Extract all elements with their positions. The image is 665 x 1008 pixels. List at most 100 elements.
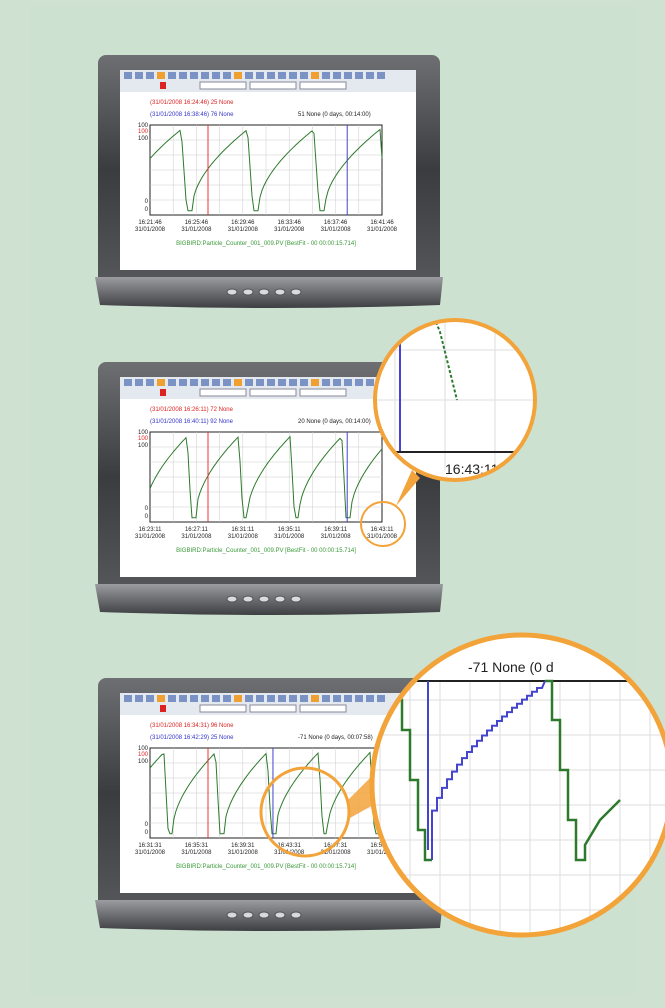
y-label: 100 [138, 746, 149, 752]
toolbar-icon [179, 695, 187, 702]
delta-readout: 20 None (0 days, 00:14:00) [298, 419, 371, 425]
monitor-button [226, 288, 238, 296]
y-label: 100 [138, 430, 149, 436]
toolbar-icon [146, 72, 154, 79]
toolbar-icon [168, 72, 176, 79]
toolbar-icon [377, 695, 385, 702]
toolbar-icon [234, 695, 242, 702]
toolbar-icon [322, 379, 330, 386]
x-label-time: 16:43:11 [371, 527, 395, 533]
x-label-date: 31/01/2008 [181, 534, 212, 540]
toolbar-icon [157, 72, 165, 79]
y-label: 0 [145, 830, 149, 836]
toolbar-icon [344, 72, 352, 79]
toolbar-icon [289, 72, 297, 79]
date-field [199, 81, 247, 90]
date-field [199, 704, 247, 713]
toolbar-icon [245, 72, 253, 79]
toolbar-icon [366, 379, 374, 386]
toolbar-icon [267, 379, 275, 386]
x-label-time: 16:31:31 [138, 843, 162, 849]
toolbar-icon [234, 379, 242, 386]
y-label: 100 [138, 443, 149, 449]
toolbar-icon [267, 695, 275, 702]
delta-readout: -71 None (0 days, 00:07:58) [298, 735, 373, 741]
monitor: (31/01/2008 16:26:11) 72 None (31/01/2008… [95, 362, 443, 615]
toolbar-icon [160, 389, 166, 396]
toolbar-icon [223, 695, 231, 702]
x-label-date: 31/01/2008 [135, 227, 166, 233]
date-field [299, 81, 347, 90]
toolbar-icon [366, 72, 374, 79]
monitor: (31/01/2008 16:24:46) 25 None (31/01/2008… [95, 55, 443, 308]
y-label: 100 [138, 129, 149, 135]
series-footer: BIGBIRD:Particle_Counter_001_009.PV [Bes… [176, 548, 356, 554]
trend-line [149, 435, 383, 519]
toolbar-icon [322, 695, 330, 702]
x-label-date: 31/01/2008 [274, 227, 305, 233]
toolbar-icon [223, 379, 231, 386]
x-label-time: 16:39:31 [231, 843, 255, 849]
toolbar-icon [201, 72, 209, 79]
toolbar-icon [245, 695, 253, 702]
toolbar-icon [223, 72, 231, 79]
x-label-date: 31/01/2008 [181, 850, 212, 856]
y-label: 0 [145, 207, 149, 213]
toolbar-icon [256, 695, 264, 702]
toolbar-icon [289, 379, 297, 386]
toolbar-icon [124, 72, 132, 79]
x-label-date: 31/01/2008 [181, 227, 212, 233]
x-label-date: 31/01/2008 [228, 534, 259, 540]
x-label-time: 16:21:46 [138, 220, 162, 226]
trend-line [149, 128, 383, 212]
y-label: 100 [138, 752, 149, 758]
series-footer: BIGBIRD:Particle_Counter_001_009.PV [Bes… [176, 241, 356, 247]
y-label: 100 [138, 136, 149, 142]
monitor-button [290, 911, 302, 919]
monitor-button [242, 595, 254, 603]
monitor-button [258, 911, 270, 919]
x-label-time: 16:31:11 [231, 527, 255, 533]
monitor-button [274, 595, 286, 603]
toolbar-icon [212, 695, 220, 702]
toolbar-icon [256, 379, 264, 386]
toolbar-icon [278, 695, 286, 702]
x-label-time: 16:35:31 [185, 843, 209, 849]
date-field [249, 81, 297, 90]
toolbar-icon [160, 705, 166, 712]
x-label-date: 31/01/2008 [321, 227, 352, 233]
toolbar-icon [146, 695, 154, 702]
cursor-a-readout: (31/01/2008 16:26:11) 72 None [150, 407, 234, 413]
toolbar-icon [179, 379, 187, 386]
series-footer: BIGBIRD:Particle_Counter_001_009.PV [Bes… [176, 864, 356, 870]
x-label-time: 16:43:31 [278, 843, 302, 849]
toolbar-icon [190, 379, 198, 386]
toolbar-icon [311, 379, 319, 386]
delta-readout: 51 None (0 days, 00:14:00) [298, 112, 371, 118]
toolbar-icon [355, 695, 363, 702]
y-label: 0 [145, 822, 149, 828]
date-field [199, 388, 247, 397]
x-label-date: 31/01/2008 [321, 850, 352, 856]
zoom-ring [369, 632, 665, 938]
monitor-button [226, 911, 238, 919]
monitor-button [226, 595, 238, 603]
toolbar-icon [322, 72, 330, 79]
x-label-date: 31/01/2008 [367, 534, 398, 540]
x-label-time: 16:47:31 [324, 843, 348, 849]
x-label-date: 31/01/2008 [274, 534, 305, 540]
toolbar-icon [333, 72, 341, 79]
toolbar-icon [135, 72, 143, 79]
toolbar-icon [311, 72, 319, 79]
zoom-marker [259, 766, 351, 858]
zoom-lens [372, 635, 665, 935]
cursor-b-readout: (31/01/2008 16:42:29) 25 None [150, 735, 234, 741]
x-label-date: 31/01/2008 [228, 850, 259, 856]
toolbar-icon [256, 72, 264, 79]
date-field [299, 704, 347, 713]
cursor-b-readout: (31/01/2008 16:40:11) 92 None [150, 419, 234, 425]
toolbar-icon [300, 695, 308, 702]
monitor-button [242, 288, 254, 296]
toolbar-icon [234, 72, 242, 79]
